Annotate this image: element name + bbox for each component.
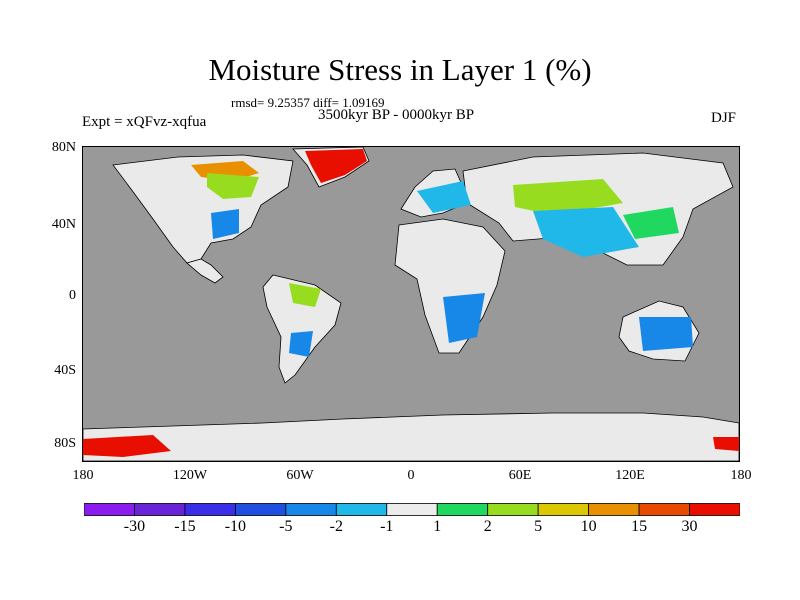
colorbar-box: [84, 503, 135, 516]
map-title: Moisture Stress in Layer 1 (%): [208, 52, 592, 87]
colorbar-box: [386, 503, 438, 516]
lat-label-40n: 40N: [51, 217, 76, 232]
lon-label-0: 0: [407, 468, 415, 483]
colorbar-box: [134, 503, 186, 516]
colorbar-box: [487, 503, 539, 516]
colorbar-label: 1: [433, 518, 442, 535]
colorbar-label: -1: [380, 518, 394, 535]
south-america-blue: [289, 331, 313, 357]
lat-label-40s: 40S: [54, 363, 76, 378]
europe-blue: [417, 181, 471, 213]
colorbar-label: 5: [534, 518, 543, 535]
colorbar-box: [285, 503, 337, 516]
lat-label-0: 0: [69, 288, 76, 303]
colorbar-label: -30: [123, 518, 146, 535]
colorbar-box: [638, 503, 690, 516]
north-america-green: [207, 173, 259, 199]
lon-label-120e: 120E: [615, 468, 645, 483]
anomaly-patches: [83, 149, 739, 457]
world-map: [82, 146, 740, 462]
antarctica: [83, 412, 739, 461]
experiment-label: Expt = xQFvz-xqfua: [82, 114, 207, 130]
colorbar-box: [184, 503, 236, 516]
south-america: [262, 274, 342, 384]
colorbar-box: [335, 503, 388, 516]
lon-label-120w: 120W: [172, 468, 208, 483]
lat-label-80n: 80N: [51, 140, 76, 155]
colorbar-label: -2: [329, 518, 343, 535]
lon-label-180e: 180: [730, 468, 752, 483]
colorbar-box: [436, 503, 489, 516]
colorbar-box: [588, 503, 640, 516]
colorbar-label: 30: [681, 518, 698, 535]
colorbar-label: 15: [631, 518, 648, 535]
east-asia-green: [623, 207, 679, 239]
period-text: 3500kyr BP - 0000kyr BP: [318, 107, 475, 123]
amazon-green: [289, 283, 321, 307]
season-label: DJF: [711, 110, 737, 126]
north-america-blue: [211, 209, 239, 239]
colorbar-label: 10: [580, 518, 597, 535]
central-america: [186, 258, 224, 284]
colorbar-label: -15: [174, 518, 196, 535]
siberia-green: [513, 179, 623, 215]
map-canvas: [83, 147, 739, 461]
lon-label-60w: 60W: [286, 468, 314, 483]
lon-label-60e: 60E: [508, 468, 532, 483]
antarctica-left-red: [83, 435, 171, 457]
stats-text: rmsd= 9.25357 diff= 1.09169: [231, 95, 385, 110]
lat-label-80s: 80S: [54, 436, 76, 451]
colorbar: [84, 503, 740, 516]
central-asia-blue: [533, 207, 639, 257]
antarctica-right-red: [713, 437, 739, 451]
colorbar-label: -5: [279, 518, 293, 535]
colorbar-label: 2: [483, 518, 492, 535]
colorbar-box: [234, 503, 287, 516]
lon-label-180w: 180: [72, 468, 94, 483]
australia-blue: [639, 317, 693, 351]
africa-blue: [443, 293, 485, 343]
colorbar-box: [537, 503, 590, 516]
colorbar-label: -10: [224, 518, 247, 535]
colorbar-box: [689, 503, 740, 516]
greenland-anomaly: [305, 149, 367, 183]
